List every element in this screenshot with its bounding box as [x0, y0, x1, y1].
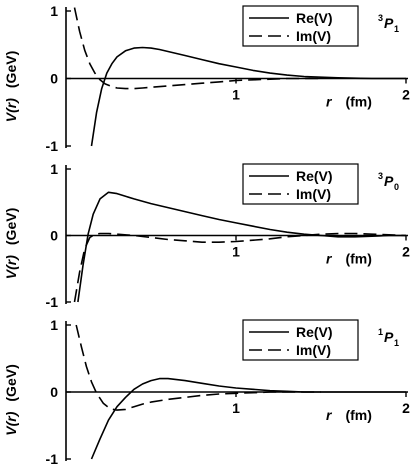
im-v-curve: [73, 7, 321, 90]
re-v-curve: [90, 46, 406, 147]
y-axis-label: V(r) (GeV): [3, 364, 19, 435]
state-label-j: 1: [394, 24, 399, 34]
legend-label: Re(V): [296, 324, 333, 340]
x-tick-label: 2: [402, 400, 410, 416]
y-axis-label: V(r) (GeV): [3, 51, 19, 122]
y-tick-label: -1: [46, 138, 59, 154]
x-tick-label: 2: [402, 87, 410, 103]
state-label-multiplicity: 1: [378, 327, 383, 337]
series-group: [75, 324, 406, 460]
state-label-j: 0: [394, 182, 399, 192]
y-axis-label: V(r) (GeV): [3, 208, 19, 279]
x-axis-label: r (fm): [326, 94, 372, 110]
chart-panel-1: 10-11 2r (fm)V(r)(GeV)Re(V)Im(V)3 P 1: [3, 3, 410, 154]
legend-label: Im(V): [296, 28, 331, 44]
y-axis-symbol: V(r): [3, 98, 19, 122]
legend-label: Im(V): [296, 342, 331, 358]
chart-panel-2: 10-11 2r (fm)V(r)(GeV)Re(V)Im(V)3 P 0: [3, 161, 410, 310]
x-axis-label: r (fm): [326, 407, 372, 423]
re-v-curve: [77, 191, 406, 303]
im-v-curve: [75, 324, 321, 411]
x-axis-unit: (fm): [345, 251, 371, 267]
x-tick-label: 1: [232, 244, 240, 260]
state-label: P: [384, 15, 394, 31]
x-axis-symbol: r: [326, 94, 333, 110]
legend-label: Re(V): [296, 168, 333, 184]
re-v-curve: [90, 377, 406, 460]
y-tick-label: 0: [50, 384, 58, 400]
x-tick-label: 2: [402, 244, 410, 260]
y-tick-label: -1: [46, 451, 59, 467]
x-axis-unit: (fm): [345, 94, 371, 110]
legend-box: [242, 5, 359, 47]
state-label-multiplicity: 3: [378, 171, 383, 181]
legend-box: [242, 163, 359, 205]
y-tick-label: 1: [50, 3, 58, 19]
legend: Re(V) Im(V): [242, 163, 359, 205]
im-v-curve: [73, 232, 407, 303]
x-axis-symbol: r: [326, 407, 333, 423]
x-tick-label: 1: [232, 87, 240, 103]
state-label: P: [384, 173, 394, 189]
legend-box: [242, 319, 359, 361]
x-axis-symbol: r: [326, 251, 333, 267]
y-tick-label: 1: [50, 317, 58, 333]
state-label-j: 1: [394, 338, 399, 348]
x-axis-unit: (fm): [345, 407, 371, 423]
series-group: [73, 7, 406, 147]
legend-label: Im(V): [296, 186, 331, 202]
state-label: P: [384, 329, 394, 345]
series-group: [73, 191, 407, 303]
y-tick-label: -1: [46, 294, 59, 310]
state-label-multiplicity: 3: [378, 13, 383, 23]
legend: Re(V) Im(V): [242, 5, 359, 47]
legend: Re(V) Im(V): [242, 319, 359, 361]
y-tick-label: 1: [50, 161, 58, 177]
y-axis-unit: (GeV): [3, 208, 19, 245]
y-axis-symbol: V(r): [3, 255, 19, 279]
x-axis-label: r (fm): [326, 251, 372, 267]
legend-label: Re(V): [296, 10, 333, 26]
y-axis-unit: (GeV): [3, 51, 19, 88]
y-axis-unit: (GeV): [3, 364, 19, 401]
chart-panel-3: 10-11 2r (fm)V(r)(GeV)Re(V)Im(V)1 P 1: [3, 317, 410, 467]
x-tick-label: 1: [232, 400, 240, 416]
y-tick-label: 0: [50, 228, 58, 244]
y-axis-symbol: V(r): [3, 411, 19, 435]
y-tick-label: 0: [50, 71, 58, 87]
